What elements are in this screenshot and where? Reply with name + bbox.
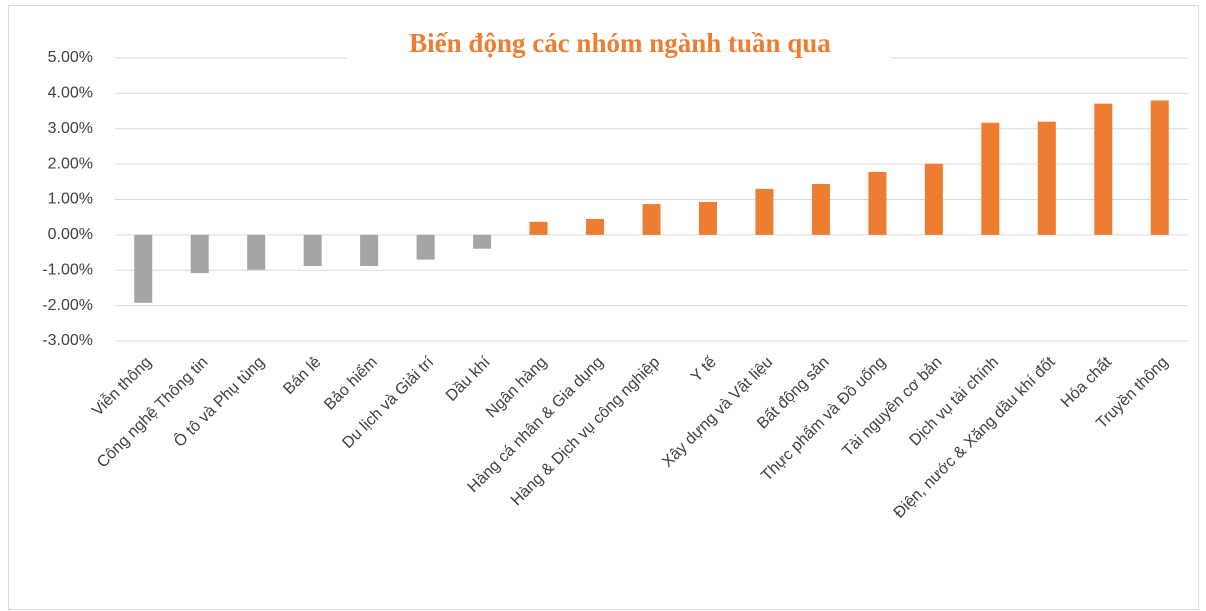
y-tick-label: 3.00%	[48, 120, 93, 137]
bar	[811, 183, 830, 235]
bar	[360, 234, 379, 267]
bar	[642, 204, 661, 235]
chart-border	[8, 5, 1199, 610]
chart-title: Biến động các nhóm ngành tuần qua	[409, 28, 831, 58]
bar	[1150, 100, 1169, 235]
bar	[416, 234, 435, 260]
y-tick-label: -2.00%	[42, 297, 93, 314]
bar	[303, 234, 322, 267]
y-tick-label: 0.00%	[48, 226, 93, 243]
bar	[134, 234, 153, 303]
bar	[868, 171, 887, 235]
y-tick-label: 4.00%	[48, 85, 93, 102]
bar	[473, 234, 492, 249]
bar	[586, 218, 605, 235]
y-tick-label: 5.00%	[48, 49, 93, 66]
y-tick-label: -3.00%	[42, 332, 93, 349]
bar	[1094, 103, 1113, 235]
bar	[755, 188, 774, 235]
bar	[190, 234, 209, 274]
title-background	[347, 24, 891, 68]
bar	[529, 221, 548, 235]
bar	[698, 201, 717, 235]
bar	[1037, 121, 1056, 235]
y-tick-label: 2.00%	[48, 155, 93, 172]
y-tick-label: 1.00%	[48, 191, 93, 208]
y-tick-label: -1.00%	[42, 261, 93, 278]
bar	[981, 122, 1000, 235]
bar	[924, 163, 943, 235]
bar	[247, 234, 266, 270]
